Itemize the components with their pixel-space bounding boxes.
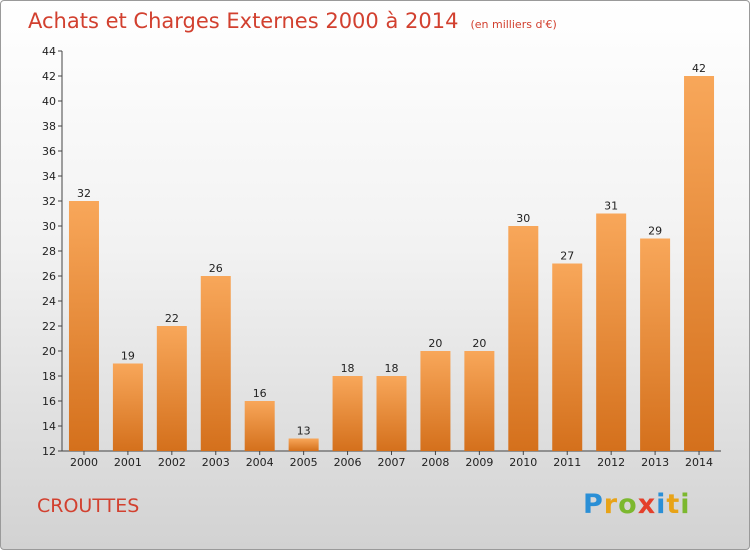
- bar: [244, 401, 275, 451]
- bar: [596, 213, 627, 451]
- bar: [684, 76, 715, 451]
- y-tick-label: 18: [42, 370, 56, 383]
- bar-value-label: 27: [560, 250, 574, 263]
- bar: [464, 351, 495, 451]
- title-text: Achats et Charges Externes 2000 à 2014: [28, 9, 459, 33]
- bars: [68, 76, 715, 451]
- bar: [112, 363, 143, 451]
- y-tick-label: 34: [42, 170, 56, 183]
- bar: [420, 351, 451, 451]
- bar-value-label: 18: [385, 362, 399, 375]
- bar: [156, 326, 187, 451]
- y-tick-label: 42: [42, 70, 56, 83]
- bar: [200, 276, 231, 451]
- bar-value-label: 22: [165, 312, 179, 325]
- y-tick-label: 28: [42, 245, 56, 258]
- logo-letter: r: [603, 489, 619, 520]
- bar-value-label: 31: [604, 200, 618, 213]
- x-tick-label: 2011: [553, 456, 581, 469]
- logo-letter: P: [583, 489, 604, 520]
- y-tick-label: 20: [42, 345, 56, 358]
- y-tick-label: 30: [42, 220, 56, 233]
- x-tick-label: 2006: [334, 456, 362, 469]
- bar: [68, 201, 99, 451]
- bar-value-label: 20: [428, 337, 442, 350]
- bar-value-label: 20: [472, 337, 486, 350]
- y-tick-label: 32: [42, 195, 56, 208]
- bar-value-label: 16: [253, 387, 267, 400]
- commune-name: CROUTTES: [37, 495, 140, 517]
- bar-value-label: 19: [121, 350, 135, 363]
- y-tick-label: 14: [42, 420, 56, 433]
- x-tick-label: 2005: [290, 456, 318, 469]
- y-tick-label: 26: [42, 270, 56, 283]
- bar-value-label: 26: [209, 262, 223, 275]
- y-tick-label: 22: [42, 320, 56, 333]
- value-labels: 32 19 22 26 16 13 18 18 20 20 30 27 31 29 42: [77, 62, 706, 438]
- bar-value-label: 32: [77, 187, 91, 200]
- logo-letter: x: [637, 489, 657, 520]
- x-tick-label: 2004: [246, 456, 274, 469]
- y-tick-label: 44: [42, 45, 56, 58]
- bar: [508, 226, 539, 451]
- y-tick-label: 38: [42, 120, 56, 133]
- proxiti-logo: Proxiti: [583, 489, 691, 520]
- x-tick-label: 2009: [465, 456, 493, 469]
- bar-value-label: 29: [648, 225, 662, 238]
- bar-value-label: 18: [341, 362, 355, 375]
- bar: [288, 438, 319, 451]
- bar: [376, 376, 407, 451]
- y-tick-label: 40: [42, 95, 56, 108]
- x-tick-label: 2012: [597, 456, 625, 469]
- axes: 12 14 16 18 20 22 24 26 28 30 32 34 36 38 40 42 44 2000 20…: [42, 45, 721, 469]
- logo-letter: i: [656, 489, 667, 520]
- chart-title: Achats et Charges Externes 2000 à 2014 (e…: [28, 9, 557, 33]
- x-tick-label: 2013: [641, 456, 669, 469]
- x-tick-label: 2003: [202, 456, 230, 469]
- y-tick-label: 12: [42, 445, 56, 458]
- bar: [552, 263, 583, 451]
- x-tick-label: 2010: [509, 456, 537, 469]
- logo-letter: t: [666, 489, 681, 520]
- bar-value-label: 42: [692, 62, 706, 75]
- logo-letter: o: [618, 489, 638, 520]
- bar-value-label: 30: [516, 212, 530, 225]
- y-tick-label: 16: [42, 395, 56, 408]
- x-tick-label: 2007: [378, 456, 406, 469]
- x-tick-label: 2014: [685, 456, 713, 469]
- x-tick-label: 2001: [114, 456, 142, 469]
- x-tick-label: 2008: [421, 456, 449, 469]
- y-tick-label: 36: [42, 145, 56, 158]
- y-tick-label: 24: [42, 295, 56, 308]
- bar: [640, 238, 671, 451]
- bar-value-label: 13: [297, 425, 311, 438]
- chart-subtitle: (en milliers d'€): [470, 18, 557, 31]
- bar: [332, 376, 363, 451]
- x-tick-label: 2000: [70, 456, 98, 469]
- x-tick-label: 2002: [158, 456, 186, 469]
- logo-letter: i: [680, 489, 691, 520]
